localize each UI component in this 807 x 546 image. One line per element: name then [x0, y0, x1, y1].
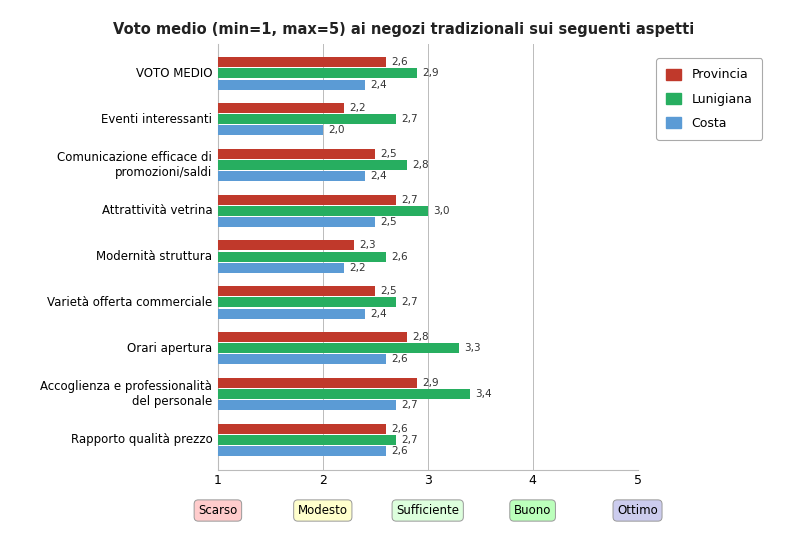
- Bar: [218, 263, 344, 273]
- Text: 2,6: 2,6: [391, 424, 408, 434]
- Bar: [218, 149, 375, 159]
- Bar: [218, 332, 407, 342]
- Text: 2,5: 2,5: [381, 217, 397, 227]
- Bar: [218, 103, 344, 113]
- Text: 2,4: 2,4: [370, 80, 387, 90]
- Bar: [218, 343, 459, 353]
- Text: 2,9: 2,9: [423, 68, 439, 79]
- Text: 2,7: 2,7: [402, 298, 418, 307]
- Text: 2,7: 2,7: [402, 194, 418, 205]
- Bar: [218, 286, 375, 296]
- Bar: [218, 298, 396, 307]
- Bar: [218, 435, 396, 445]
- Text: Ottimo: Ottimo: [617, 504, 658, 517]
- Bar: [218, 57, 386, 67]
- Text: 2,5: 2,5: [381, 149, 397, 159]
- Bar: [218, 424, 386, 434]
- Bar: [218, 126, 323, 135]
- Text: 3,3: 3,3: [465, 343, 481, 353]
- Text: 2,2: 2,2: [349, 103, 366, 113]
- Bar: [218, 206, 428, 216]
- Bar: [218, 114, 396, 124]
- Text: 2,8: 2,8: [412, 160, 429, 170]
- Text: 2,7: 2,7: [402, 400, 418, 410]
- Bar: [218, 389, 470, 399]
- Text: 2,4: 2,4: [370, 171, 387, 181]
- Bar: [218, 252, 386, 262]
- Bar: [218, 194, 396, 205]
- Bar: [218, 378, 417, 388]
- Text: 2,4: 2,4: [370, 308, 387, 319]
- Legend: Provincia, Lunigiana, Costa: Provincia, Lunigiana, Costa: [656, 58, 763, 140]
- Bar: [218, 80, 365, 90]
- Bar: [218, 446, 386, 456]
- Text: Buono: Buono: [514, 504, 551, 517]
- Text: 2,7: 2,7: [402, 114, 418, 124]
- Bar: [218, 240, 354, 251]
- Text: Scarso: Scarso: [199, 504, 237, 517]
- Text: 2,6: 2,6: [391, 57, 408, 67]
- Text: 2,2: 2,2: [349, 263, 366, 273]
- Bar: [218, 400, 396, 410]
- Text: 2,5: 2,5: [381, 286, 397, 296]
- Bar: [218, 354, 386, 365]
- Bar: [218, 217, 375, 227]
- Text: 2,3: 2,3: [359, 240, 376, 251]
- Bar: [218, 171, 365, 181]
- Text: 3,0: 3,0: [433, 206, 449, 216]
- Bar: [218, 68, 417, 79]
- Text: 2,6: 2,6: [391, 252, 408, 262]
- Bar: [218, 308, 365, 319]
- Text: 2,0: 2,0: [328, 126, 345, 135]
- Text: 3,4: 3,4: [475, 389, 491, 399]
- Text: 2,9: 2,9: [423, 378, 439, 388]
- Text: 2,6: 2,6: [391, 354, 408, 364]
- Text: Modesto: Modesto: [298, 504, 348, 517]
- Text: 2,6: 2,6: [391, 446, 408, 456]
- Text: 2,7: 2,7: [402, 435, 418, 445]
- Text: Sufficiente: Sufficiente: [396, 504, 459, 517]
- Bar: [218, 160, 407, 170]
- Text: Voto medio (min=1, max=5) ai negozi tradizionali sui seguenti aspetti: Voto medio (min=1, max=5) ai negozi trad…: [113, 22, 694, 37]
- Text: 2,8: 2,8: [412, 332, 429, 342]
